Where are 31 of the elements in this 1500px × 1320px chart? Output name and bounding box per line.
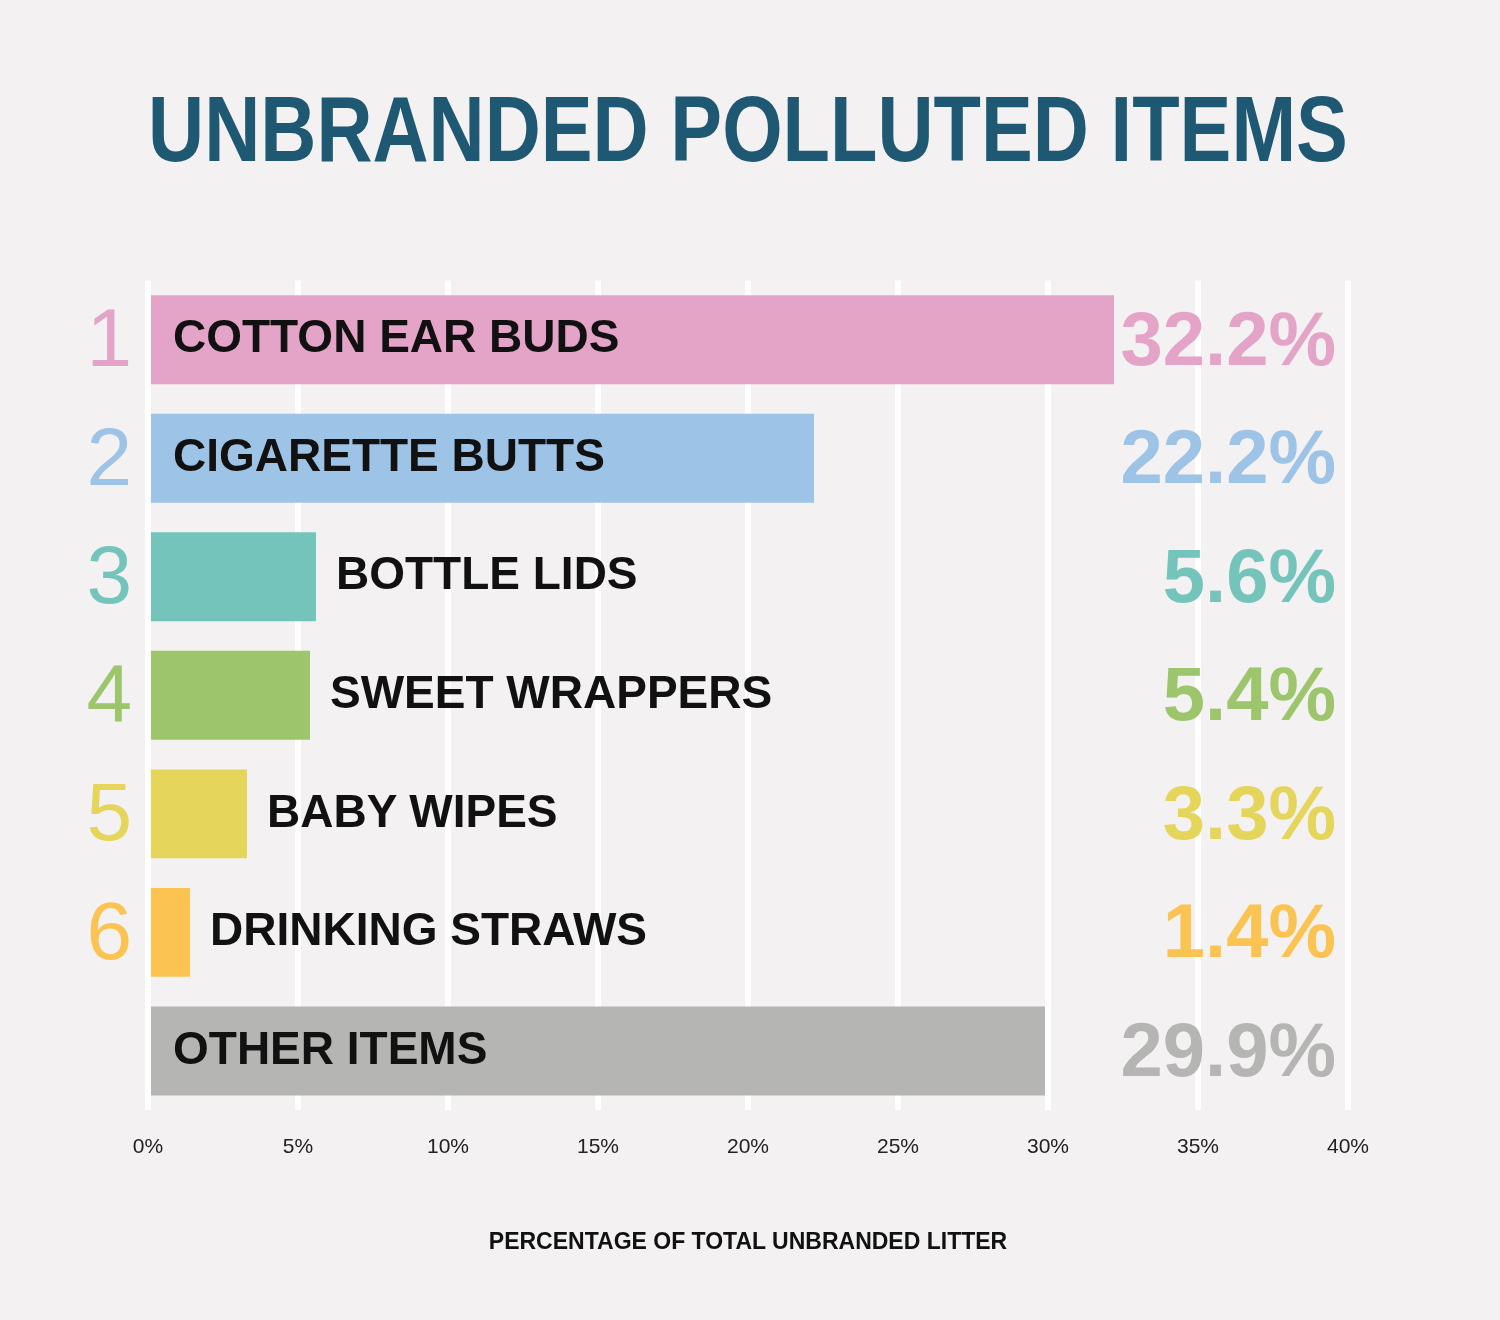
data-label: 32.2%	[1120, 295, 1336, 381]
x-tick-label: 30%	[1026, 1133, 1070, 1157]
data-label: 1.4%	[1162, 888, 1336, 974]
text: 3	[86, 529, 132, 621]
data-label: 3.3%	[1162, 769, 1336, 855]
text: 6	[86, 885, 132, 976]
data-label: 5.6%	[1162, 532, 1336, 618]
x-axis-title: PERCENTAGE OF TOTAL UNBRANDED LITTER	[488, 1227, 1008, 1254]
data-label: 5.4%	[1162, 651, 1336, 737]
y-tick-label: BABY WIPES	[267, 784, 558, 837]
x-tick-label: 25%	[876, 1133, 920, 1157]
x-tick-label: 35%	[1176, 1133, 1220, 1157]
y-tick-label: DRINKING STRAWS	[210, 903, 647, 956]
text: 2	[86, 410, 132, 502]
x-tick-label: 0%	[132, 1133, 164, 1157]
text: 1	[86, 292, 132, 384]
text: 4	[86, 647, 132, 739]
x-tick-label: 20%	[726, 1133, 770, 1157]
chart-title: UNBRANDED POLLUTED ITEMS	[148, 77, 1348, 181]
y-tick-label: BOTTLE LIDS	[336, 547, 638, 600]
y-tick-label: CIGARETTE BUTTS	[173, 428, 605, 481]
x-tick-label: 15%	[576, 1133, 620, 1157]
x-tick-label: 40%	[1326, 1133, 1370, 1157]
data-label: 29.9%	[1120, 1006, 1336, 1092]
y-tick-label: SWEET WRAPPERS	[330, 665, 773, 718]
y-tick-label: OTHER ITEMS	[173, 1021, 488, 1074]
x-tick-label: 5%	[282, 1133, 314, 1157]
x-tick-label: 10%	[426, 1133, 470, 1157]
y-tick-label: COTTON EAR BUDS	[173, 310, 620, 363]
text: 5	[86, 766, 132, 858]
data-label: 22.2%	[1120, 414, 1336, 500]
